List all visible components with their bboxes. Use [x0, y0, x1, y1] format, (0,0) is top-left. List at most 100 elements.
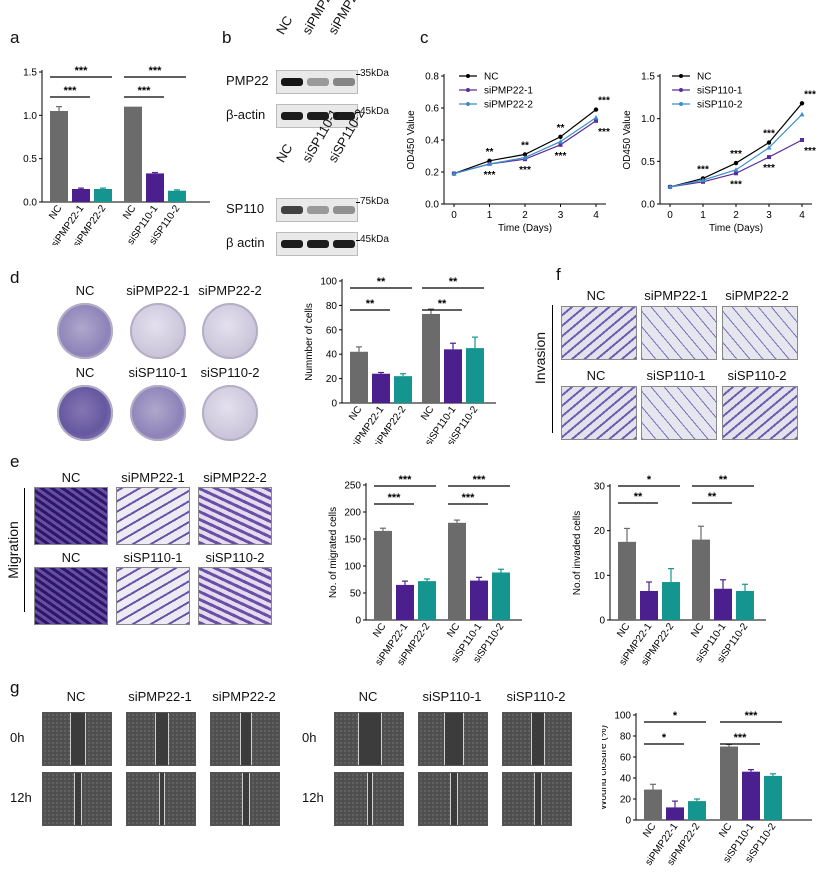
- data-point: [799, 111, 805, 117]
- blot-row-label: SP110: [226, 201, 265, 216]
- bar: [444, 349, 462, 403]
- x-tick-label: NC: [371, 621, 388, 639]
- legend-marker: [466, 102, 470, 106]
- significance-label: ***: [399, 474, 413, 486]
- bar: [168, 190, 186, 202]
- wound-image: [418, 712, 488, 766]
- y-axis-label: OD450 Value: [622, 110, 633, 170]
- invasion-image: [722, 386, 798, 440]
- blot-strip: [276, 70, 358, 94]
- x-tick-label: 1: [487, 210, 493, 221]
- wound-time-label: 0h: [302, 730, 317, 745]
- bar: [470, 580, 488, 620]
- y-axis-label: No.of invaded cells: [572, 511, 583, 596]
- dish-label: NC: [75, 283, 95, 298]
- data-point: [733, 167, 739, 172]
- significance-label: ***: [149, 65, 163, 77]
- wound-gap: [534, 773, 542, 825]
- bar: [764, 775, 782, 820]
- y-axis-label: Nummber of cells: [304, 303, 315, 381]
- chart-c1-od450-pmp22: 0.0 0.2 0.4 0.6 0.8 0 1 2 3 4 Time (Days) OD450 Val…: [406, 72, 610, 235]
- significance-label: **: [521, 140, 529, 151]
- significance-label: **: [708, 491, 717, 503]
- migration-image: [34, 567, 108, 625]
- invasion-label: siPMP22-2: [725, 288, 789, 303]
- data-point: [593, 107, 599, 112]
- bar: [394, 376, 412, 403]
- invasion-label: siSP110-2: [727, 368, 787, 383]
- significance-label: ***: [730, 179, 742, 190]
- y-tick-label: 0.0: [641, 200, 655, 211]
- legend-label: siPMP22-2: [484, 100, 533, 111]
- data-point: [733, 160, 739, 166]
- migration-image: [198, 487, 272, 545]
- blot-band: [307, 78, 329, 86]
- x-tick-label: NC: [445, 621, 462, 639]
- legend-marker: [466, 74, 470, 78]
- blot-band: [333, 240, 355, 248]
- colony-dish: [202, 303, 258, 359]
- significance-label: ***: [598, 127, 610, 138]
- y-tick-label: 80: [620, 732, 632, 743]
- significance-label: ***: [484, 170, 496, 181]
- significance-label: ***: [804, 146, 816, 157]
- x-tick-label: 1: [700, 210, 706, 221]
- wound-gap: [240, 713, 252, 765]
- panel-letter-g: g: [10, 678, 20, 697]
- wound-group-label: siPMP22-2: [212, 689, 276, 704]
- significance-label: **: [486, 147, 494, 158]
- y-tick-label: 10: [594, 571, 606, 582]
- legend-marker: [466, 88, 470, 92]
- migration-image: [116, 567, 190, 625]
- x-tick-label: NC: [717, 821, 734, 839]
- invasion-label: NC: [586, 368, 606, 383]
- blot-mw-tick: [356, 74, 360, 75]
- blot-mw-label: 75kDa: [360, 196, 389, 207]
- y-tick-label: 60: [326, 325, 338, 336]
- data-point: [487, 161, 492, 166]
- y-tick-label: 1.0: [23, 111, 37, 122]
- dish-label: siSP110-2: [200, 365, 260, 380]
- y-tick-label: 100: [320, 277, 337, 288]
- y-tick-label: 0.0: [425, 200, 439, 211]
- significance-label: *: [662, 732, 667, 744]
- migration-label: siPMP22-1: [121, 470, 185, 485]
- invasion-image: [561, 306, 637, 360]
- legend-marker: [679, 88, 683, 92]
- wound-image: [334, 712, 404, 766]
- y-axis-label: Wound closure (%): [602, 725, 609, 810]
- wound-gap: [450, 773, 458, 825]
- y-tick-label: 1.5: [23, 68, 37, 79]
- wound-image: [334, 772, 404, 826]
- wound-gap: [531, 713, 545, 765]
- significance-label: ***: [598, 96, 610, 107]
- dish-label: siPMP22-1: [126, 283, 190, 298]
- migration-image: [198, 567, 272, 625]
- invasion-divider: [552, 305, 553, 433]
- blot-lane-label: NC: [273, 141, 296, 165]
- bar: [714, 588, 732, 620]
- y-tick-label: 0: [331, 399, 337, 410]
- bar: [644, 789, 662, 820]
- blot-band: [281, 112, 303, 120]
- blot-band: [333, 206, 355, 214]
- wound-gap: [159, 773, 165, 825]
- bar: [374, 530, 392, 620]
- y-tick-label: 250: [344, 481, 361, 492]
- blot-strip: [276, 198, 358, 222]
- colony-dish: [57, 385, 113, 441]
- colony-dish: [130, 303, 186, 359]
- y-tick-label: 100: [614, 711, 631, 722]
- migration-label: NC: [61, 550, 81, 565]
- panel-letter-d: d: [10, 268, 20, 287]
- migration-label: siPMP22-2: [203, 470, 267, 485]
- blot-band: [281, 240, 303, 248]
- y-tick-label: 0.0: [23, 198, 37, 209]
- wound-gap: [444, 713, 464, 765]
- data-point: [766, 140, 772, 145]
- migration-label: NC: [61, 470, 81, 485]
- bar: [736, 590, 754, 620]
- wound-time-label: 12h: [10, 790, 32, 805]
